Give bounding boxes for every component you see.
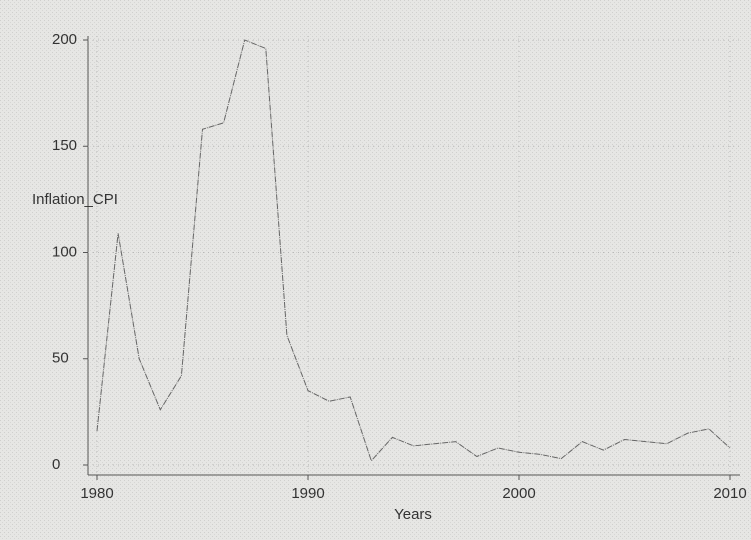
y-tick-label: 0 xyxy=(52,456,60,473)
line-series xyxy=(96,39,731,462)
x-tick-label: 1990 xyxy=(291,485,324,502)
x-tick-label: 2000 xyxy=(502,485,535,502)
x-tick-label: 2010 xyxy=(713,485,746,502)
x-axis-label: Years xyxy=(394,506,432,523)
y-axis-label: Inflation_CPI xyxy=(32,191,118,208)
x-tick-label: 1980 xyxy=(80,485,113,502)
y-tick-label: 50 xyxy=(52,350,69,367)
y-tick-label: 100 xyxy=(52,243,77,260)
y-tick-label: 150 xyxy=(52,137,77,154)
y-tick-label: 200 xyxy=(52,31,77,48)
